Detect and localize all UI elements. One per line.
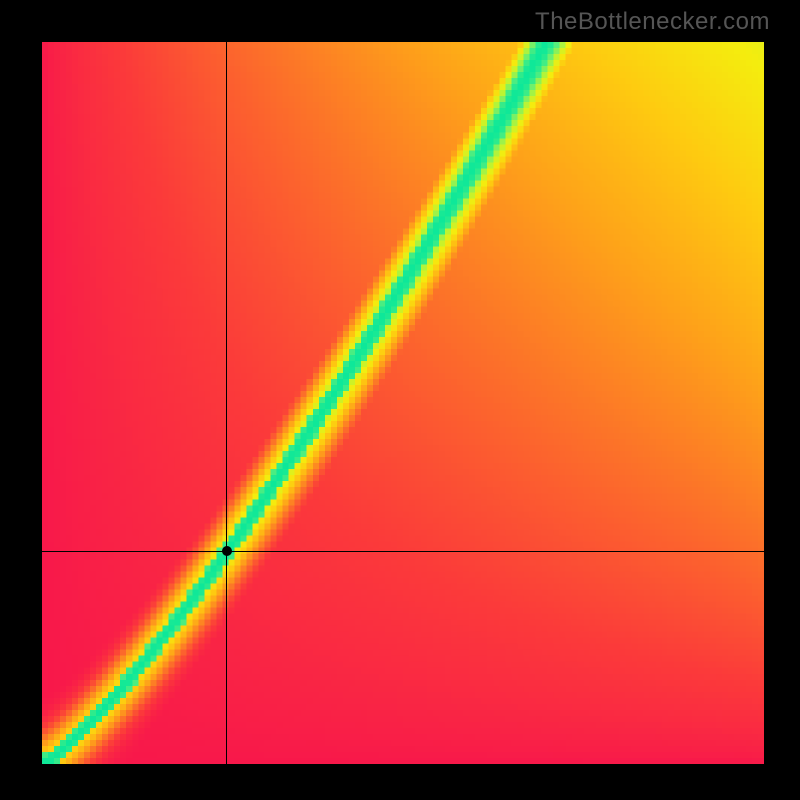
watermark-text: TheBottlenecker.com xyxy=(535,8,770,36)
chart-container: TheBottlenecker.com xyxy=(0,0,800,800)
crosshair-horizontal xyxy=(42,551,764,552)
heatmap-canvas xyxy=(42,42,764,764)
crosshair-vertical xyxy=(226,42,227,764)
crosshair-marker xyxy=(222,546,232,556)
